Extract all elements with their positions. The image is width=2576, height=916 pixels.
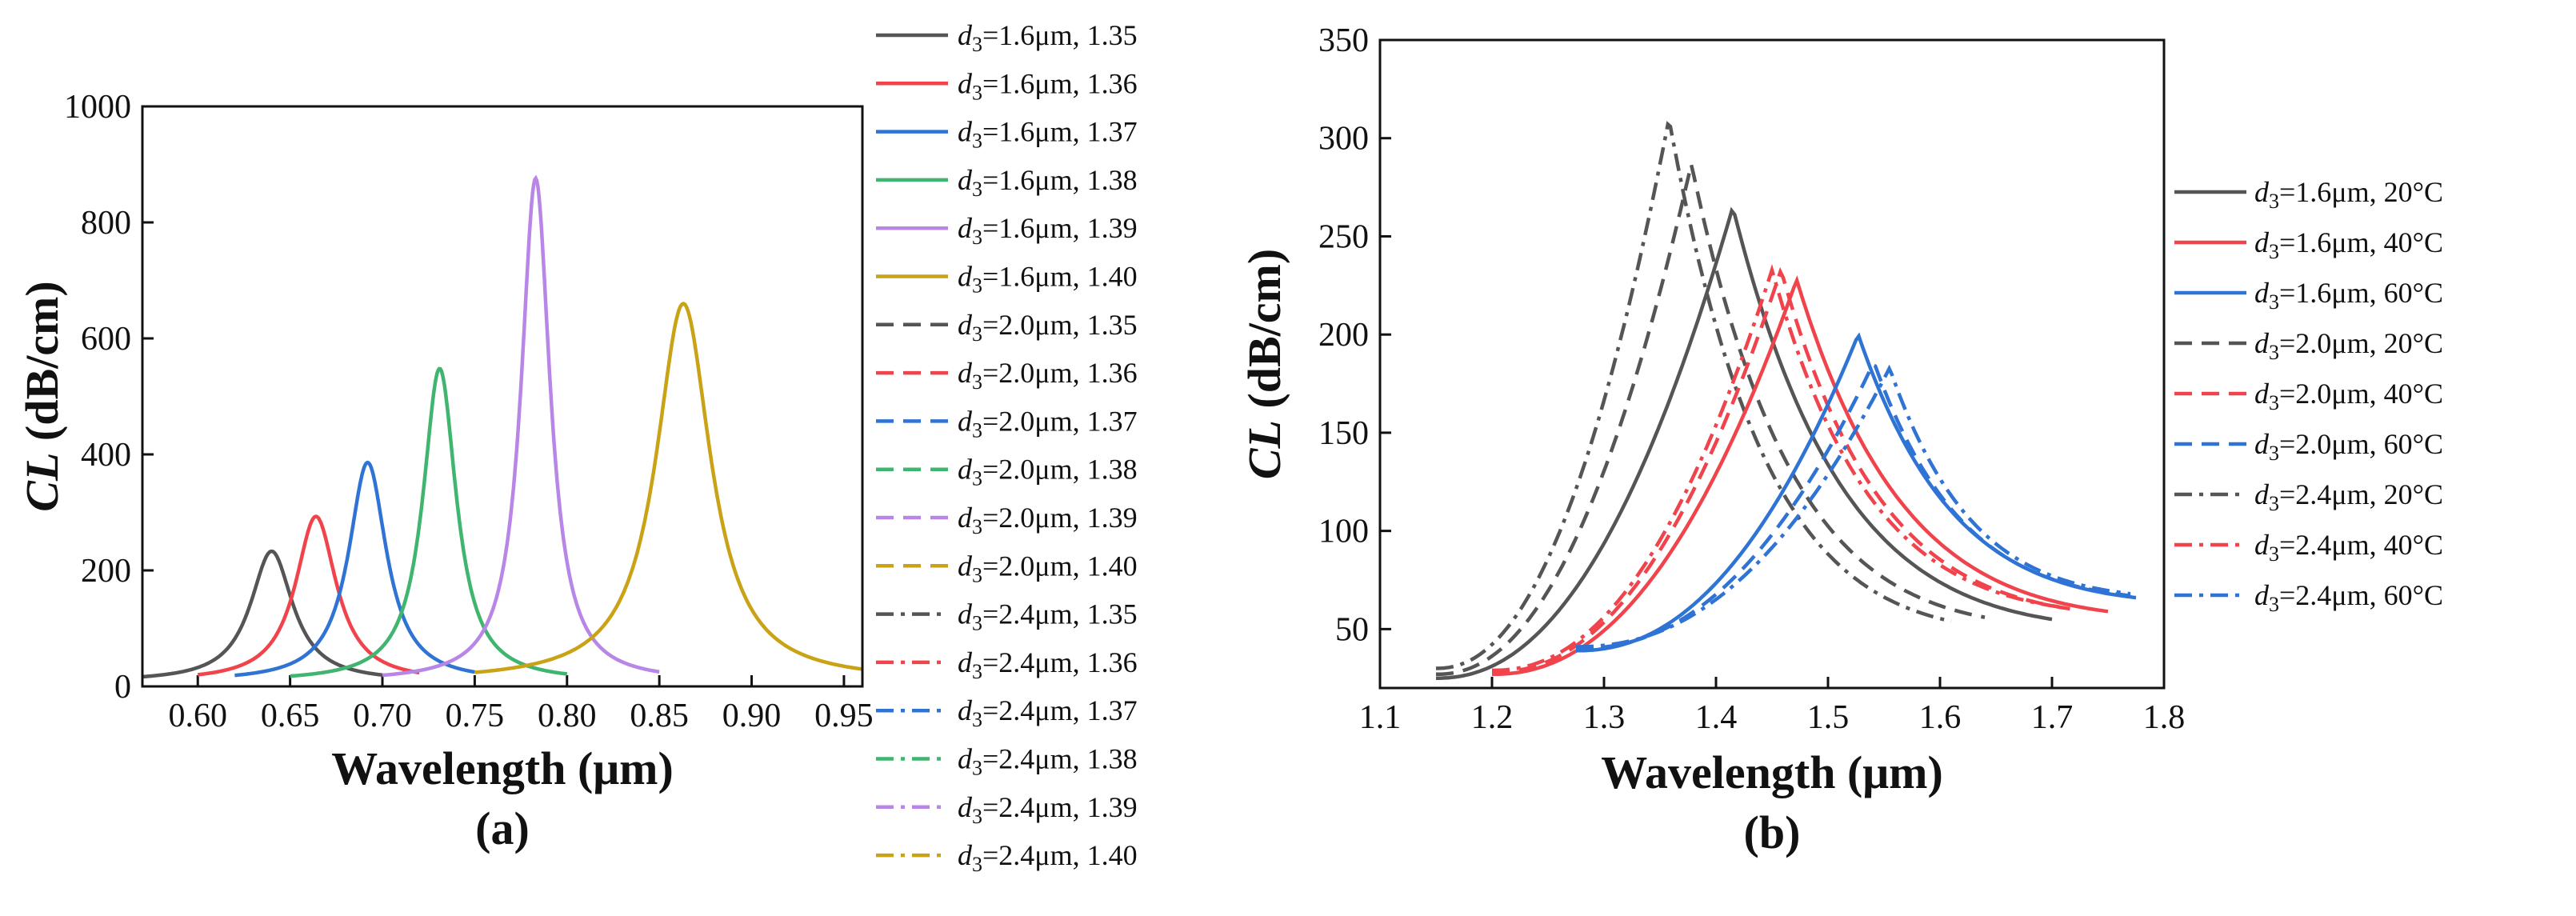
legend-entry: d3=1.6μm, 1.40 (958, 261, 1138, 298)
chart-b-series-group (1435, 121, 2137, 680)
legend-entry: d3=2.0μm, 1.36 (958, 357, 1138, 394)
legend-entry: d3=2.4μm, 1.39 (958, 791, 1138, 828)
legend-entry: d3=1.6μm, 1.37 (958, 116, 1138, 153)
legend-entry: d3=1.6μm, 20°C (2254, 176, 2443, 213)
y-tick-label: 150 (1318, 415, 1369, 452)
y-tick-label: 1000 (64, 89, 131, 126)
x-tick-label: 0.70 (353, 698, 412, 734)
chart-a-series-group (142, 174, 862, 679)
y-tick-label: 200 (1318, 317, 1369, 354)
legend-entry: d3=2.0μm, 1.40 (958, 550, 1138, 586)
chart-a-plot-frame (141, 105, 864, 688)
legend-entry: d3=2.4μm, 40°C (2254, 529, 2443, 566)
series-line-b-20C (1436, 164, 1986, 677)
legend-entry: d3=2.0μm, 40°C (2254, 378, 2443, 414)
x-tick-label: 0.90 (722, 698, 782, 734)
x-tick-label: 1.6 (1919, 699, 1962, 736)
series-line-b-40C (1491, 266, 2075, 674)
y-tick-label: 300 (1318, 121, 1369, 158)
x-tick-label: 0.65 (261, 698, 320, 734)
chart-b-panel-label: (b) (1744, 806, 1801, 858)
chart-a-panel-label: (a) (475, 802, 530, 854)
legend-entry: d3=1.6μm, 1.38 (958, 164, 1138, 201)
chart-a-legend: d3=1.6μm, 1.35 d3=1.6μm, 1.36 d3=1.6μm, 1.… (876, 19, 1138, 876)
legend-entry: d3=2.4μm, 1.38 (958, 743, 1138, 780)
series-line-b-60C (1575, 332, 2137, 653)
legend-entry: d3=2.0μm, 20°C (2254, 327, 2443, 364)
chart-a-y-axis-unit: (dB/cm) (16, 281, 68, 452)
y-tick-label: 600 (81, 321, 131, 358)
legend-entry: d3=2.0μm, 1.38 (958, 454, 1138, 490)
y-tick-label: 50 (1335, 611, 1369, 648)
x-tick-label: 1.1 (1359, 699, 1402, 736)
legend-entry: d3=1.6μm, 40°C (2254, 226, 2443, 263)
x-tick-label: 0.80 (538, 698, 597, 734)
legend-entry: d3=1.6μm, 1.36 (958, 67, 1138, 104)
chart-panel-b: 1.1 1.2 1.3 1.4 1.5 1.6 1.7 1.8 50 100 150 200 250 30… (1238, 22, 2443, 858)
series-line-b-40C (1492, 275, 2109, 677)
series-line-a-1.35 (142, 549, 383, 679)
series-line-a-1.38 (290, 366, 568, 678)
chart-a-y-axis-label: CL (dB/cm) (16, 281, 68, 511)
x-tick-label: 1.5 (1807, 699, 1850, 736)
x-tick-label: 1.7 (2031, 699, 2074, 736)
chart-b-y-axis-unit: (dB/cm) (1238, 249, 1290, 420)
legend-entry: d3=2.0μm, 60°C (2254, 428, 2443, 465)
legend-entry: d3=1.6μm, 1.35 (958, 19, 1138, 56)
x-tick-label: 1.8 (2143, 699, 2186, 736)
chart-b-y-axis-label: CL (dB/cm) (1238, 249, 1290, 479)
legend-entry: d3=2.0μm, 1.37 (958, 405, 1138, 442)
legend-entry: d3=2.4μm, 1.37 (958, 694, 1138, 731)
y-tick-label: 800 (81, 205, 131, 242)
y-tick-label: 350 (1318, 22, 1369, 59)
series-line-a-1.39 (382, 174, 660, 678)
x-tick-label: 0.95 (814, 698, 874, 734)
chart-b-ticks: 1.1 1.2 1.3 1.4 1.5 1.6 1.7 1.8 50 100 150 200 250 30… (1318, 22, 2185, 736)
series-line-a-1.37 (234, 460, 475, 678)
series-line-b-60C (1576, 362, 2131, 651)
legend-entry: d3=2.4μm, 60°C (2254, 579, 2443, 616)
series-line-a-1.40 (474, 301, 862, 674)
series-line-b-60C (1575, 364, 2131, 649)
chart-panel-a: 0.60 0.65 0.70 0.75 0.80 0.85 0.90 0.95 0 200 400 6… (16, 19, 1138, 876)
chart-b-y-axis-var: CL (1238, 420, 1290, 479)
chart-b-legend: d3=1.6μm, 20°C d3=1.6μm, 40°C d3=1.6μm, 60… (2174, 176, 2443, 616)
legend-entry: d3=2.4μm, 1.35 (958, 598, 1138, 635)
x-tick-label: 1.4 (1695, 699, 1738, 736)
y-tick-label: 200 (81, 553, 131, 590)
legend-entry: d3=2.4μm, 1.40 (958, 839, 1138, 876)
series-line-a-1.36 (197, 514, 420, 677)
chart-b-plot-frame (1378, 38, 2166, 690)
x-tick-label: 1.2 (1471, 699, 1514, 736)
y-tick-label: 250 (1318, 218, 1369, 255)
legend-entry: d3=2.4μm, 1.36 (958, 646, 1138, 683)
x-tick-label: 0.85 (630, 698, 689, 734)
legend-entry: d3=1.6μm, 1.39 (958, 212, 1138, 249)
legend-entry: d3=1.6μm, 60°C (2254, 277, 2443, 314)
chart-b-x-axis-label: Wavelength (μm) (1601, 746, 1943, 798)
y-tick-label: 0 (114, 669, 131, 706)
chart-a-y-axis-var: CL (16, 453, 68, 512)
chart-a-x-axis-label: Wavelength (μm) (331, 742, 674, 794)
legend-entry: d3=2.0μm, 1.39 (958, 502, 1138, 538)
chart-a-ticks: 0.60 0.65 0.70 0.75 0.80 0.85 0.90 0.95 0 200 400 6… (64, 89, 874, 734)
legend-entry: d3=2.4μm, 20°C (2254, 478, 2443, 515)
x-tick-label: 1.3 (1583, 699, 1626, 736)
legend-entry: d3=2.0μm, 1.35 (958, 309, 1138, 346)
y-tick-label: 100 (1318, 514, 1369, 550)
y-tick-label: 400 (81, 437, 131, 474)
series-line-b-20C (1435, 121, 1952, 670)
x-tick-label: 0.60 (168, 698, 227, 734)
x-tick-label: 0.75 (446, 698, 505, 734)
series-line-b-20C (1436, 206, 2053, 680)
